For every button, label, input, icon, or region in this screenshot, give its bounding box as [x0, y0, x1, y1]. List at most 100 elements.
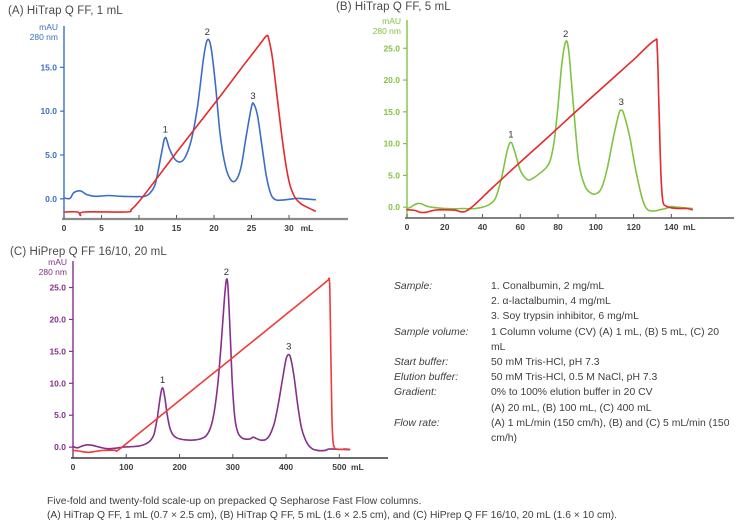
y-axis-unit-mau: mAU: [48, 257, 67, 267]
panel-b-chart: mAU 280 nm 0.0 5.0 10.0 15.0 20.0 25.0 0 20 40 60 80…: [360, 14, 736, 240]
x-tick-label: 0: [71, 462, 76, 472]
y-tick-label: 0.0: [54, 442, 66, 452]
y-tick-label: 15.0: [49, 346, 66, 356]
peak-label-1: 1: [163, 124, 168, 135]
panel-b-title: (B) HiTrap Q FF, 5 mL: [336, 1, 451, 13]
panel-a-title: (A) HiTrap Q FF, 1 mL: [8, 5, 123, 17]
condition-value: 50 mM Tris-HCl, pH 7.3: [491, 357, 600, 369]
condition-label: Elution buffer:: [394, 372, 459, 384]
condition-label: [394, 294, 491, 309]
y-tick-label: 25.0: [383, 43, 400, 53]
figure-caption: Five-fold and twenty-fold scale-up on pr…: [47, 495, 707, 522]
x-axis-unit: mL: [351, 462, 364, 472]
condition-row: Elution buffer: 50 mM Tris-HCl, 0.5 M NaC…: [394, 370, 736, 385]
x-tick-label: 500: [332, 462, 346, 472]
x-tick-label: 120: [626, 222, 640, 232]
x-tick-label: 0: [405, 222, 410, 232]
condition-label: Start buffer:: [394, 357, 449, 369]
caption-line-1: Five-fold and twenty-fold scale-up on pr…: [47, 496, 422, 507]
x-tick-label: 100: [119, 462, 133, 472]
x-tick-label: 10: [134, 223, 144, 233]
condition-label: [394, 309, 491, 324]
condition-value: (A) 20 mL, (B) 100 mL, (C) 400 mL: [491, 402, 652, 414]
gradient-trace: [72, 277, 351, 454]
x-tick-label: 300: [226, 462, 240, 472]
y-tick-label: 15.0: [383, 107, 400, 117]
peak-label-1: 1: [508, 129, 513, 140]
condition-label: Sample volume:: [394, 326, 469, 338]
x-tick-label: 400: [279, 462, 293, 472]
condition-value: 1 Column volume (CV) (A) 1 mL, (B) 5 mL,…: [491, 326, 720, 353]
condition-row: Start buffer: 50 mM Tris-HCl, pH 7.3: [394, 355, 736, 370]
peak-label-2: 2: [563, 29, 568, 40]
y-tick-label: 10.0: [49, 378, 66, 388]
caption-line-2: (A) HiTrap Q FF, 1 mL (0.7 × 2.5 cm), (B…: [47, 509, 618, 521]
y-tick-label: 0.0: [388, 202, 400, 212]
uv-trace: [63, 38, 317, 202]
y-tick-label: 5.0: [45, 150, 57, 160]
y-tick-label: 10.0: [383, 139, 400, 149]
condition-value: (A) 1 mL/min (150 cm/h), (B) and (C) 5 m…: [491, 417, 730, 445]
x-tick-label: 100: [589, 222, 603, 232]
condition-label: Gradient:: [394, 387, 437, 399]
x-axis-unit: mL: [301, 223, 314, 233]
x-tick-label: 0: [62, 223, 67, 233]
x-tick-label: 20: [440, 222, 450, 232]
condition-label: [394, 401, 491, 416]
y-tick-label: 5.0: [388, 170, 400, 180]
condition-label: Flow rate:: [394, 417, 440, 429]
x-tick-label: 80: [553, 222, 563, 232]
y-tick-label: 10.0: [40, 106, 57, 116]
peak-label-2: 2: [224, 267, 229, 278]
condition-row: Sample: 1. Conalbumin, 2 mg/mL: [394, 279, 736, 294]
y-axis-unit-wavelength: 280 nm: [39, 267, 67, 277]
uv-trace: [406, 40, 693, 212]
y-tick-label: 25.0: [49, 283, 66, 293]
condition-row: Sample volume: 1 Column volume (CV) (A) 1…: [394, 325, 736, 355]
condition-value: 2. α-lactalbumin, 4 mg/mL: [491, 296, 611, 308]
x-tick-label: 25: [247, 223, 257, 233]
condition-row: Gradient: 0% to 100% elution buffer in 20…: [394, 385, 736, 400]
y-tick-label: 0.0: [45, 194, 57, 204]
y-tick-label: 20.0: [49, 314, 66, 324]
condition-value: 1. Conalbumin, 2 mg/mL: [491, 281, 605, 292]
condition-value: 3. Soy trypsin inhibitor, 6 mg/mL: [491, 311, 639, 323]
y-axis-unit-mau: mAU: [382, 16, 401, 26]
peak-label-3: 3: [286, 342, 291, 353]
condition-value: 0% to 100% elution buffer in 20 CV: [491, 387, 653, 399]
condition-row: 2. α-lactalbumin, 4 mg/mL: [394, 294, 736, 309]
panel-c-title: (C) HiPrep Q FF 16/10, 20 mL: [10, 246, 167, 258]
y-axis-unit-wavelength: 280 nm: [373, 26, 401, 36]
peak-label-3: 3: [619, 97, 624, 108]
peak-label-1: 1: [160, 375, 165, 386]
peak-label-3: 3: [250, 91, 255, 102]
x-tick-label: 140: [664, 222, 678, 232]
condition-row: 3. Soy trypsin inhibitor, 6 mg/mL: [394, 309, 736, 324]
panel-a-chart: mAU 280 nm 0.0 5.0 10.0 15.0 0 5 10 15 20 25 30 mL 1 2 3: [20, 20, 350, 233]
y-tick-label: 5.0: [54, 410, 66, 420]
x-tick-label: 60: [516, 222, 526, 232]
run-conditions-table: Sample: 1. Conalbumin, 2 mg/mL 2. α-lactal…: [394, 279, 736, 446]
gradient-trace: [63, 34, 317, 217]
x-tick-label: 5: [99, 223, 104, 233]
condition-label: Sample:: [394, 281, 433, 292]
x-axis-unit: mL: [683, 222, 696, 232]
y-tick-label: 20.0: [383, 75, 400, 85]
uv-trace: [72, 278, 351, 452]
y-axis-unit-mau: mAU: [39, 22, 58, 32]
gradient-trace: [406, 38, 693, 214]
condition-value: 50 mM Tris-HCl, 0.5 M NaCl, pH 7.3: [491, 372, 658, 384]
condition-row: (A) 20 mL, (B) 100 mL, (C) 400 mL: [394, 401, 736, 416]
x-tick-label: 200: [172, 462, 186, 472]
x-tick-label: 40: [478, 222, 488, 232]
y-tick-label: 15.0: [40, 62, 57, 72]
condition-row: Flow rate: (A) 1 mL/min (150 cm/h), (B) a…: [394, 416, 736, 446]
x-tick-label: 20: [209, 223, 219, 233]
peak-label-2: 2: [205, 27, 210, 38]
panel-c-chart: mAU 280 nm 0.0 5.0 10.0 15.0 20.0 25.0 0 100 200 30…: [30, 255, 390, 480]
x-tick-label: 15: [172, 223, 182, 233]
